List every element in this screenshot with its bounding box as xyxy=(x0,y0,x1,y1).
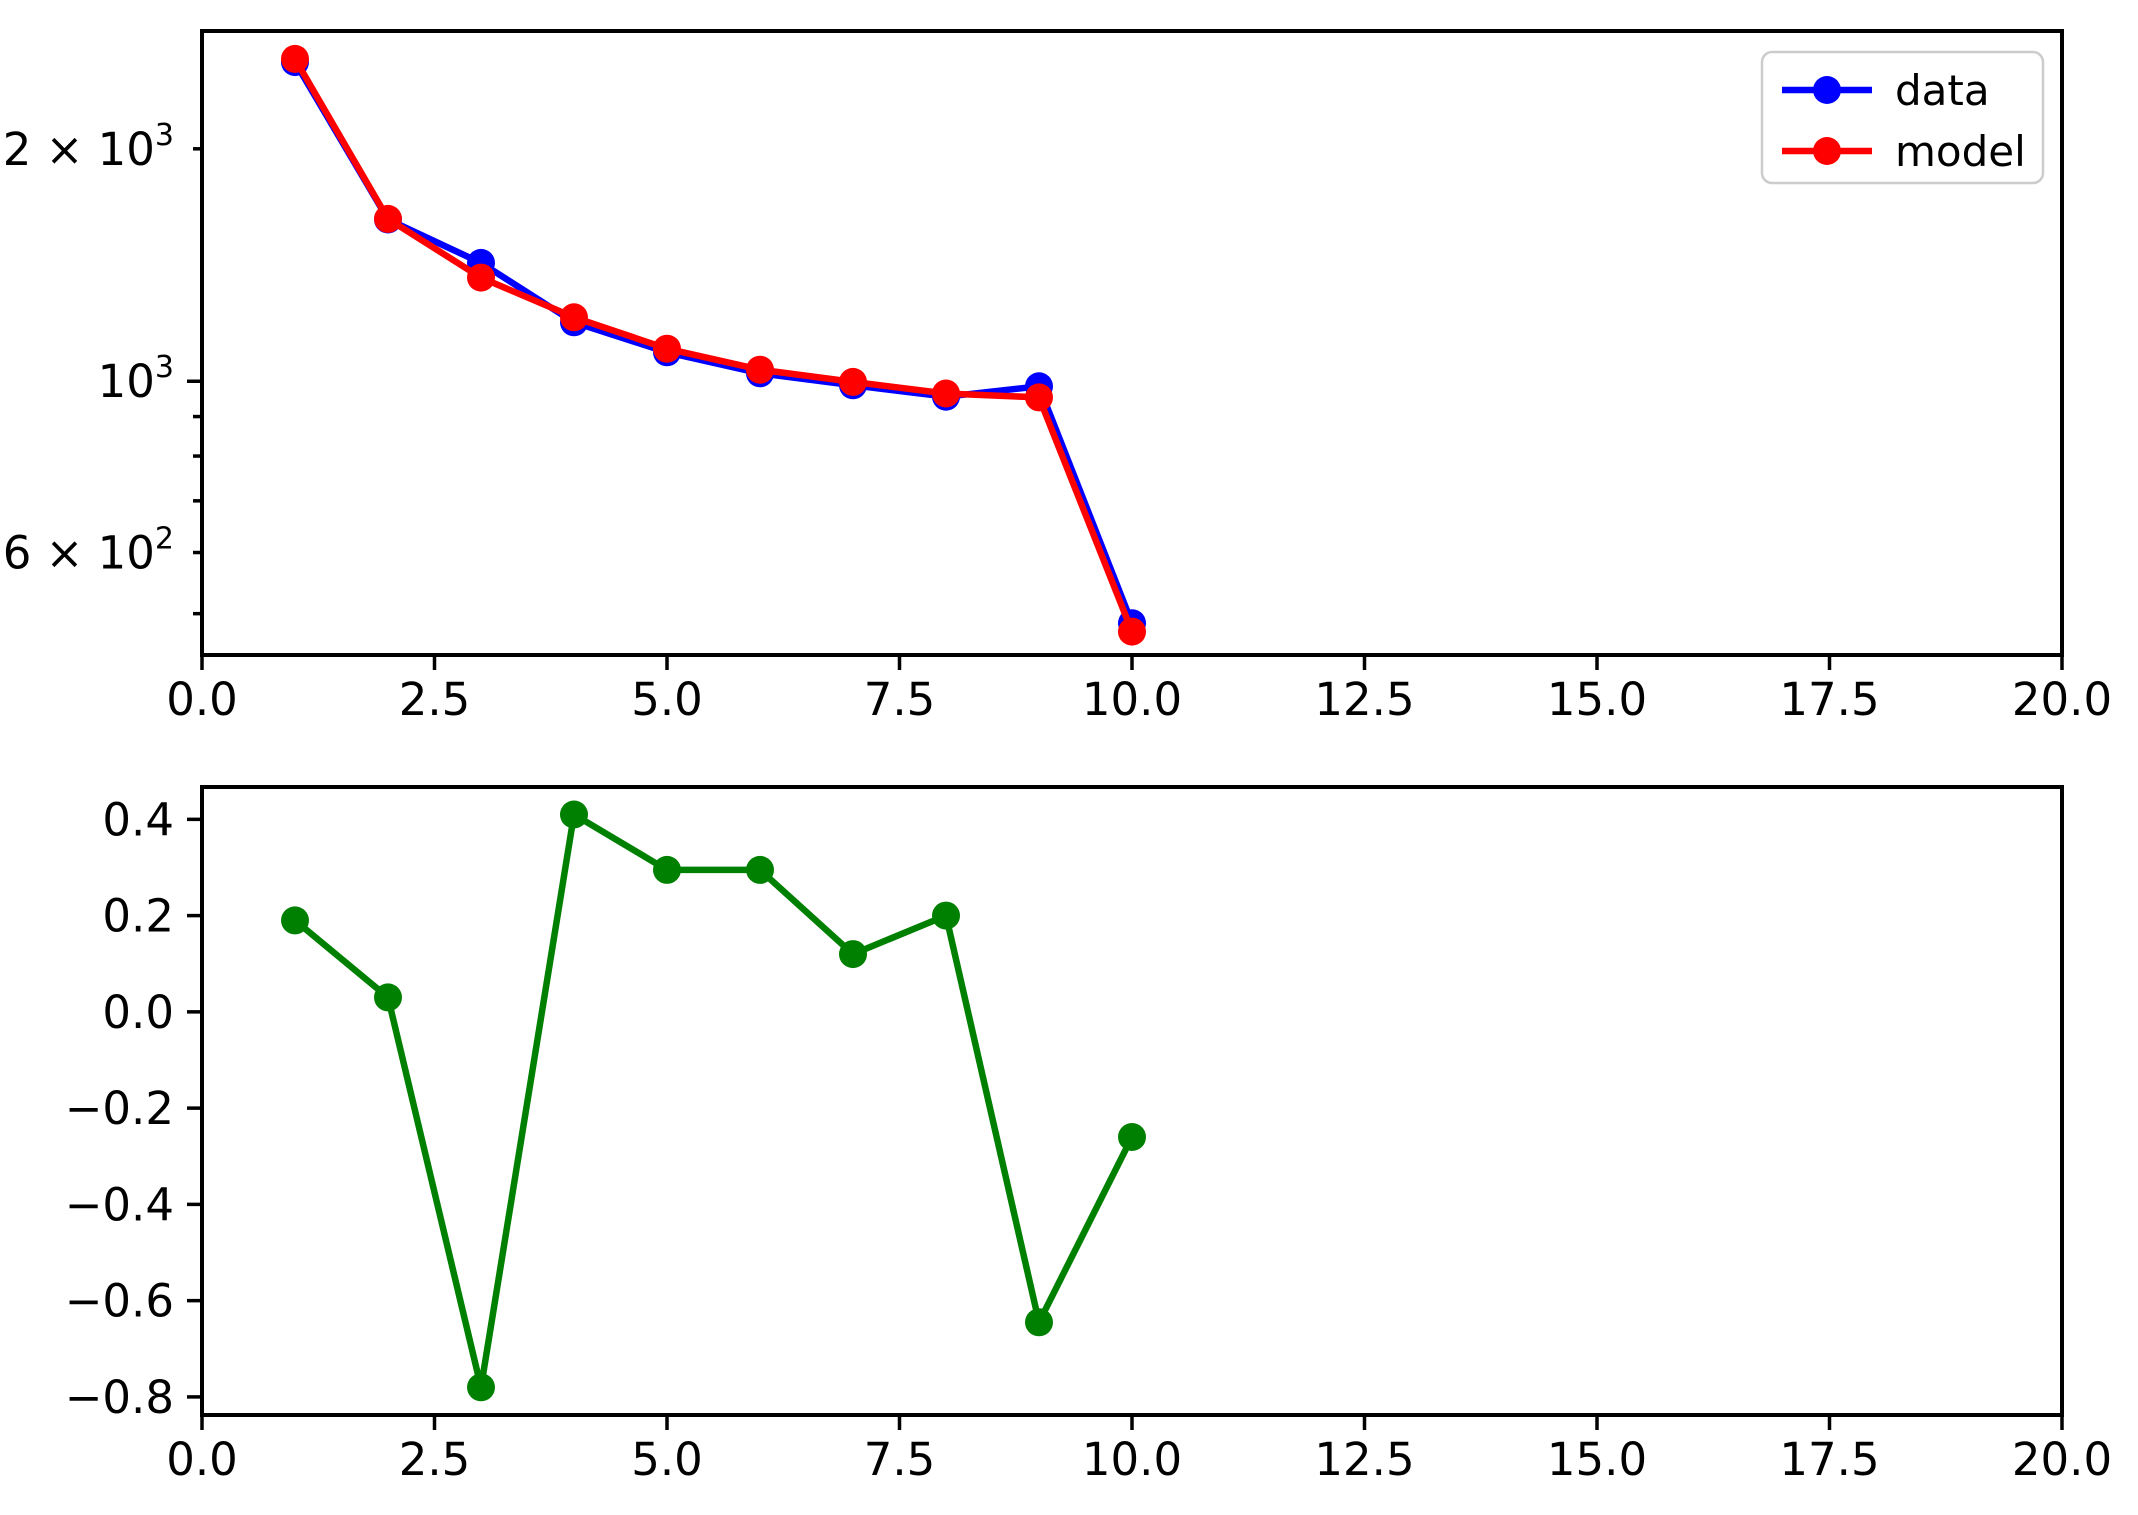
residuals-marker xyxy=(839,940,867,969)
residuals-plot: 0.0 2.5 5.0 7.5 10.0 12.5 15.0 17.5 20.0 0.4 0.2 0.… xyxy=(65,785,2112,1486)
x-tick-label: 5.0 xyxy=(631,1433,703,1486)
x-tick-label: 2.5 xyxy=(399,673,471,726)
x-tick-label: 7.5 xyxy=(864,673,936,726)
legend-label: model xyxy=(1895,127,2026,176)
x-tick-label: 20.0 xyxy=(2012,1433,2112,1486)
legend-sample-marker xyxy=(1813,137,1841,165)
y-tick-label: 6 × 102 xyxy=(3,522,174,580)
y-tick-label: 0.4 xyxy=(102,793,174,846)
x-tick-label: 12.5 xyxy=(1314,1433,1414,1486)
x-tick-label: 15.0 xyxy=(1547,1433,1647,1486)
residuals-marker xyxy=(560,800,588,829)
legend-label: data xyxy=(1895,66,1990,115)
y-tick-label: −0.4 xyxy=(65,1178,174,1231)
residuals-marker xyxy=(281,906,309,935)
legend-sample-marker xyxy=(1813,76,1841,104)
x-tick-label: 15.0 xyxy=(1547,673,1647,726)
y-tick-label: 0.2 xyxy=(102,890,174,943)
model-marker xyxy=(374,204,402,233)
model-marker xyxy=(653,334,681,363)
x-tick-label: 5.0 xyxy=(631,673,703,726)
y-tick-label: −0.2 xyxy=(65,1082,174,1135)
x-tick-label: 20.0 xyxy=(2012,673,2112,726)
y-tick-label: −0.8 xyxy=(65,1371,174,1424)
data-line xyxy=(291,58,1136,627)
y-tick-label: 2 × 103 xyxy=(3,118,174,176)
x-tick-label: 12.5 xyxy=(1314,673,1414,726)
x-tick-label: 17.5 xyxy=(1779,1433,1879,1486)
residuals-marker xyxy=(653,855,681,884)
x-tick-label: 0.0 xyxy=(166,1433,238,1486)
x-tick-label: 10.0 xyxy=(1082,1433,1182,1486)
model-line xyxy=(291,55,1136,635)
model-marker xyxy=(1025,383,1053,412)
y-tick-label: 0.0 xyxy=(102,986,174,1039)
residuals-marker xyxy=(467,1373,495,1402)
model-marker xyxy=(467,263,495,292)
residuals-marker xyxy=(1118,1123,1146,1151)
model-marker xyxy=(281,44,309,73)
model-marker xyxy=(1118,617,1146,646)
residuals-marker xyxy=(374,983,402,1012)
model-marker xyxy=(560,303,588,332)
y-tick-label: −0.6 xyxy=(65,1275,174,1328)
residuals-marker xyxy=(932,901,960,930)
x-tick-label: 17.5 xyxy=(1779,673,1879,726)
model-marker xyxy=(839,367,867,396)
x-tick-label: 0.0 xyxy=(166,673,238,726)
x-tick-label: 10.0 xyxy=(1082,673,1182,726)
x-tick-label: 7.5 xyxy=(864,1433,936,1486)
x-tick-label: 2.5 xyxy=(399,1433,471,1486)
residuals-marker xyxy=(1025,1308,1053,1337)
model-marker xyxy=(746,355,774,384)
residuals-marker xyxy=(746,855,774,884)
model-marker xyxy=(932,379,960,408)
residuals-line xyxy=(291,811,1136,1391)
legend: data model xyxy=(1760,50,2045,185)
